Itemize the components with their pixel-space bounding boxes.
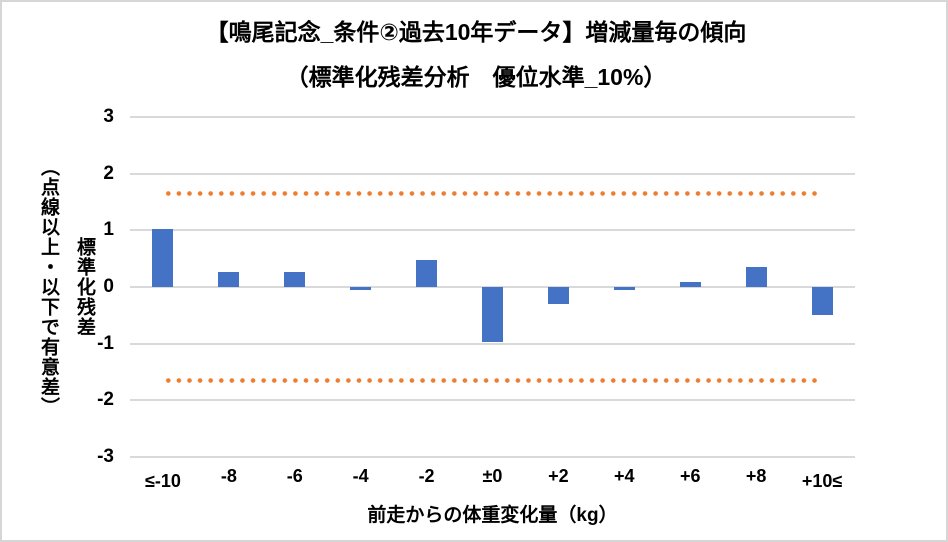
y-axis-title-line1: 標準化残差: [74, 237, 95, 337]
y-axis-tick-label: -1: [97, 332, 114, 354]
x-axis-tick-label: -2: [418, 466, 435, 486]
gridline: [130, 172, 855, 175]
y-axis-tick-label: -3: [97, 446, 114, 467]
bar-+8: [745, 266, 767, 287]
bar-+10≤: [811, 287, 833, 315]
bar--6: [284, 272, 306, 287]
x-axis-tick-label: -8: [220, 466, 237, 486]
gridline: [130, 229, 855, 232]
significance-dotted-line: [162, 377, 823, 383]
x-axis-tick-label: -4: [352, 466, 369, 486]
chart-title-line2: （標準化残差分析 優位水準_10%）: [285, 64, 667, 90]
x-axis-tick-label: ≤-10: [145, 471, 181, 491]
gridline: [130, 456, 855, 458]
x-axis-tick-label: ±0: [482, 466, 503, 486]
significance-dotted-line: [162, 191, 823, 197]
bar-+6: [679, 282, 701, 287]
y-axis-tick-label: -2: [97, 389, 114, 411]
x-axis-tick-label: +4: [614, 466, 635, 486]
x-axis-tick-label: +8: [745, 466, 767, 486]
x-axis-tick-label: +2: [548, 466, 569, 486]
y-axis-title: 標準化残差 （点線以上・以下で有意差）: [26, 117, 102, 457]
y-axis-tick-label: 0: [103, 276, 114, 297]
bar-≤-10: [152, 228, 174, 287]
gridline: [130, 116, 855, 118]
y-axis-tick-label: 2: [103, 162, 114, 184]
bar--8: [218, 272, 240, 287]
y-axis-tick-label: 1: [103, 219, 114, 241]
y-axis-tick-label: 3: [103, 106, 114, 127]
chart-title: 【鳴尾記念_条件②過去10年データ】増減量毎の傾向 （標準化残差分析 優位水準_…: [2, 10, 946, 100]
bar--4: [350, 287, 372, 290]
gridline: [130, 342, 855, 345]
gridline: [130, 399, 855, 402]
x-axis-title: 前走からの体重変化量（kg）: [367, 505, 618, 526]
bar--2: [416, 259, 438, 287]
chart-title-line1: 【鳴尾記念_条件②過去10年データ】増減量毎の傾向: [205, 19, 747, 45]
bar-+2: [547, 287, 569, 304]
x-axis-tick-label: +6: [679, 466, 701, 486]
bar-+4: [613, 287, 635, 290]
bar-±0: [482, 287, 503, 342]
x-axis-tick-label: +10≤: [801, 471, 843, 491]
x-axis-tick-label: -6: [286, 466, 303, 486]
y-axis-title-line2: （点線以上・以下で有意差）: [38, 157, 59, 417]
